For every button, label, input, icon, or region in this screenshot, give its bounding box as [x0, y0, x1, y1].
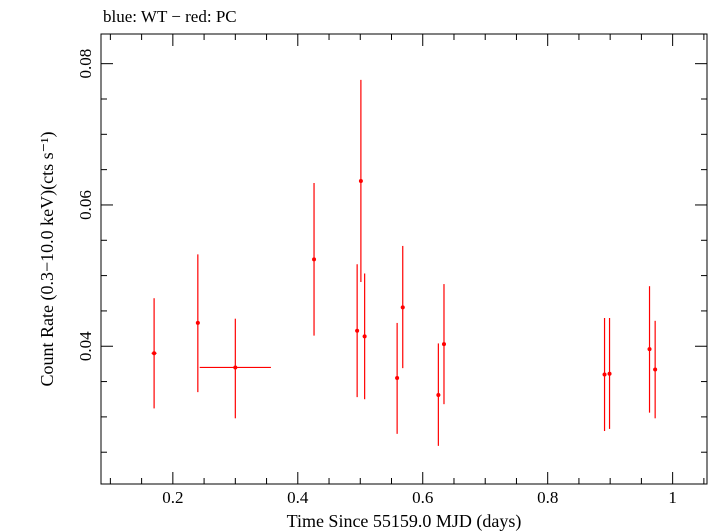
data-point — [358, 79, 363, 282]
data-point — [436, 343, 441, 446]
point-marker — [602, 372, 607, 377]
tick-labels: 0.2 0.4 0.6 0.8 1 0.04 0.06 0.08 — [76, 49, 677, 507]
point-marker — [607, 371, 612, 376]
point-marker — [355, 328, 360, 333]
data-point — [355, 264, 360, 398]
y-tick-label: 0.08 — [76, 49, 95, 79]
data-point — [441, 284, 446, 405]
point-marker — [653, 367, 658, 372]
data-point — [647, 286, 652, 413]
chart-title: blue: WT − red: PC — [103, 7, 237, 26]
plot-frame — [100, 33, 708, 485]
point-marker — [362, 334, 367, 339]
axis-ticks — [101, 34, 707, 484]
y-axis-label: Count Rate (0.3−10.0 keV)(cts s⁻¹) — [37, 131, 58, 386]
point-marker — [312, 257, 317, 262]
data-point — [151, 298, 157, 409]
data-point — [395, 322, 400, 434]
data-point — [312, 183, 317, 336]
point-marker — [400, 305, 405, 310]
data-point — [653, 320, 658, 419]
y-tick-label: 0.04 — [76, 331, 95, 361]
x-tick-label: 0.2 — [162, 488, 183, 507]
point-marker — [233, 365, 238, 370]
x-tick-label: 0.6 — [412, 488, 433, 507]
point-marker — [358, 178, 363, 183]
data-point — [362, 273, 367, 400]
point-marker — [395, 376, 400, 381]
point-marker — [195, 320, 200, 325]
data-point — [607, 317, 612, 429]
point-marker — [441, 342, 446, 347]
x-tick-label: 1 — [668, 488, 677, 507]
x-tick-label: 0.4 — [287, 488, 309, 507]
data-point — [400, 245, 405, 369]
x-tick-label: 0.8 — [537, 488, 558, 507]
data-point — [195, 254, 200, 393]
data-points — [151, 79, 658, 446]
point-marker — [152, 351, 157, 356]
data-point — [199, 318, 271, 419]
y-tick-label: 0.06 — [76, 190, 95, 220]
point-marker — [436, 392, 441, 397]
data-point — [602, 317, 607, 432]
point-marker — [647, 347, 652, 352]
x-axis-label: Time Since 55159.0 MJD (days) — [287, 511, 522, 532]
